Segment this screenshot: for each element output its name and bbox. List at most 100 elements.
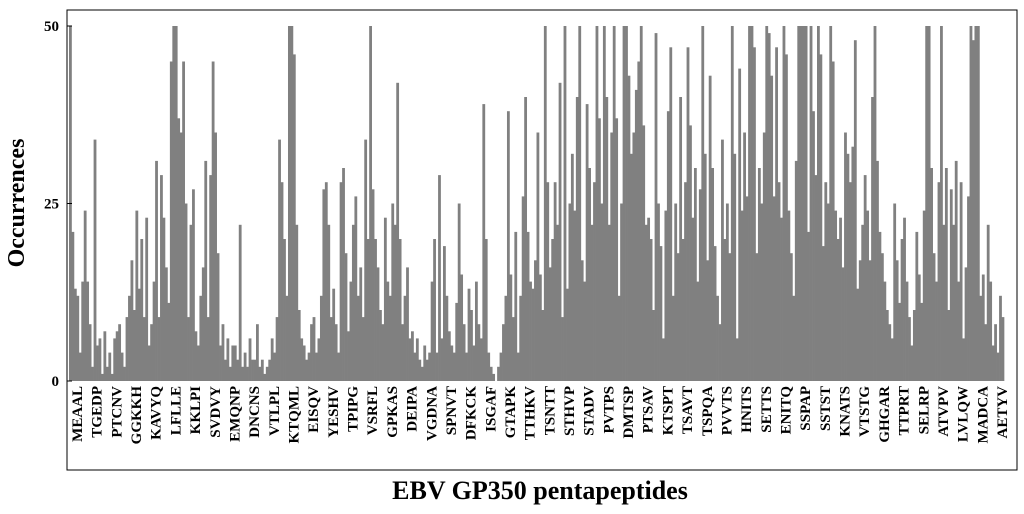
bar <box>876 160 879 381</box>
bar <box>162 217 166 381</box>
bar <box>644 224 648 381</box>
bar <box>182 61 185 381</box>
bar <box>406 267 409 381</box>
x-tick-label: VSRFL <box>365 386 381 435</box>
bar <box>369 26 372 381</box>
y-tick-label: 50 <box>44 19 59 35</box>
bar <box>110 373 114 381</box>
bar <box>861 224 865 381</box>
x-tick-label: ISGAF <box>483 386 499 432</box>
bar <box>150 324 154 381</box>
x-tick-label: EISQV <box>306 386 322 433</box>
x-tick-label: GHGAR <box>877 386 893 443</box>
bar <box>974 26 978 381</box>
bar <box>885 310 889 381</box>
bar <box>103 331 107 381</box>
x-tick-label: GPKAS <box>385 386 401 438</box>
bar <box>214 132 217 381</box>
bar <box>696 281 700 381</box>
bar <box>381 324 385 381</box>
bar <box>81 281 85 381</box>
bar <box>457 203 461 381</box>
x-tick-label: PVTPS <box>601 386 617 434</box>
bar <box>797 26 801 381</box>
bar <box>895 260 899 381</box>
bar <box>305 359 309 381</box>
bar <box>420 366 424 381</box>
bar <box>366 239 370 381</box>
bar <box>169 61 173 381</box>
bar <box>915 231 919 381</box>
bar <box>846 153 850 381</box>
bar <box>999 295 1002 381</box>
bar <box>361 317 365 381</box>
bar <box>98 338 102 381</box>
x-tick-label: SVDVY <box>208 386 224 438</box>
x-tick-label: AETYV <box>995 386 1011 439</box>
bar <box>654 33 658 381</box>
y-ticks-group: 0 25 50 <box>44 19 72 390</box>
bar <box>322 189 326 381</box>
y-tick-label: 25 <box>44 197 59 213</box>
bar <box>652 310 655 381</box>
bar <box>573 210 577 381</box>
bar <box>536 132 540 381</box>
bar <box>425 359 429 381</box>
bar <box>689 125 692 382</box>
x-tick-label: KTSPT <box>660 386 676 435</box>
bar <box>479 338 483 381</box>
bar <box>489 366 493 381</box>
bar <box>113 338 117 381</box>
bar <box>566 288 569 381</box>
bar <box>450 345 454 381</box>
x-tick-label: PTCNV <box>109 386 125 438</box>
bar <box>438 175 441 381</box>
bar <box>590 224 594 381</box>
x-tick-label: LVLQW <box>956 386 972 442</box>
bar <box>315 352 318 381</box>
bar <box>706 260 710 381</box>
x-tick-label: KAVYQ <box>149 386 165 440</box>
bar <box>799 26 803 381</box>
bar <box>954 160 958 381</box>
bar <box>748 26 751 381</box>
bar <box>553 182 557 381</box>
bar <box>721 139 724 381</box>
bar <box>615 118 619 382</box>
bar <box>959 182 963 381</box>
bar <box>701 26 705 381</box>
y-axis-title: Occurrences <box>4 139 30 268</box>
bar <box>674 203 678 381</box>
bar <box>511 317 515 381</box>
bar <box>142 317 146 381</box>
bar <box>452 352 456 381</box>
bar <box>853 40 857 381</box>
bar <box>607 224 611 381</box>
bar <box>88 324 92 381</box>
bar <box>777 182 781 381</box>
bar <box>270 338 274 381</box>
bar <box>588 168 591 381</box>
bar <box>585 104 589 381</box>
bar <box>718 324 722 381</box>
bar <box>725 203 729 381</box>
bar <box>991 345 995 381</box>
bar <box>698 189 702 381</box>
bar <box>962 338 965 381</box>
bar <box>337 352 341 381</box>
bar <box>285 295 289 381</box>
bar <box>996 352 1000 381</box>
x-tick-label: ENITQ <box>779 386 795 435</box>
bar <box>728 253 732 381</box>
bar <box>364 139 368 381</box>
bar <box>826 203 830 381</box>
bar <box>492 373 496 381</box>
bar <box>482 104 486 381</box>
bar <box>263 373 267 381</box>
bar <box>184 203 188 381</box>
bar <box>388 295 392 381</box>
bar <box>814 175 818 381</box>
bar <box>866 210 870 381</box>
bar <box>204 160 208 381</box>
bar <box>499 352 503 381</box>
